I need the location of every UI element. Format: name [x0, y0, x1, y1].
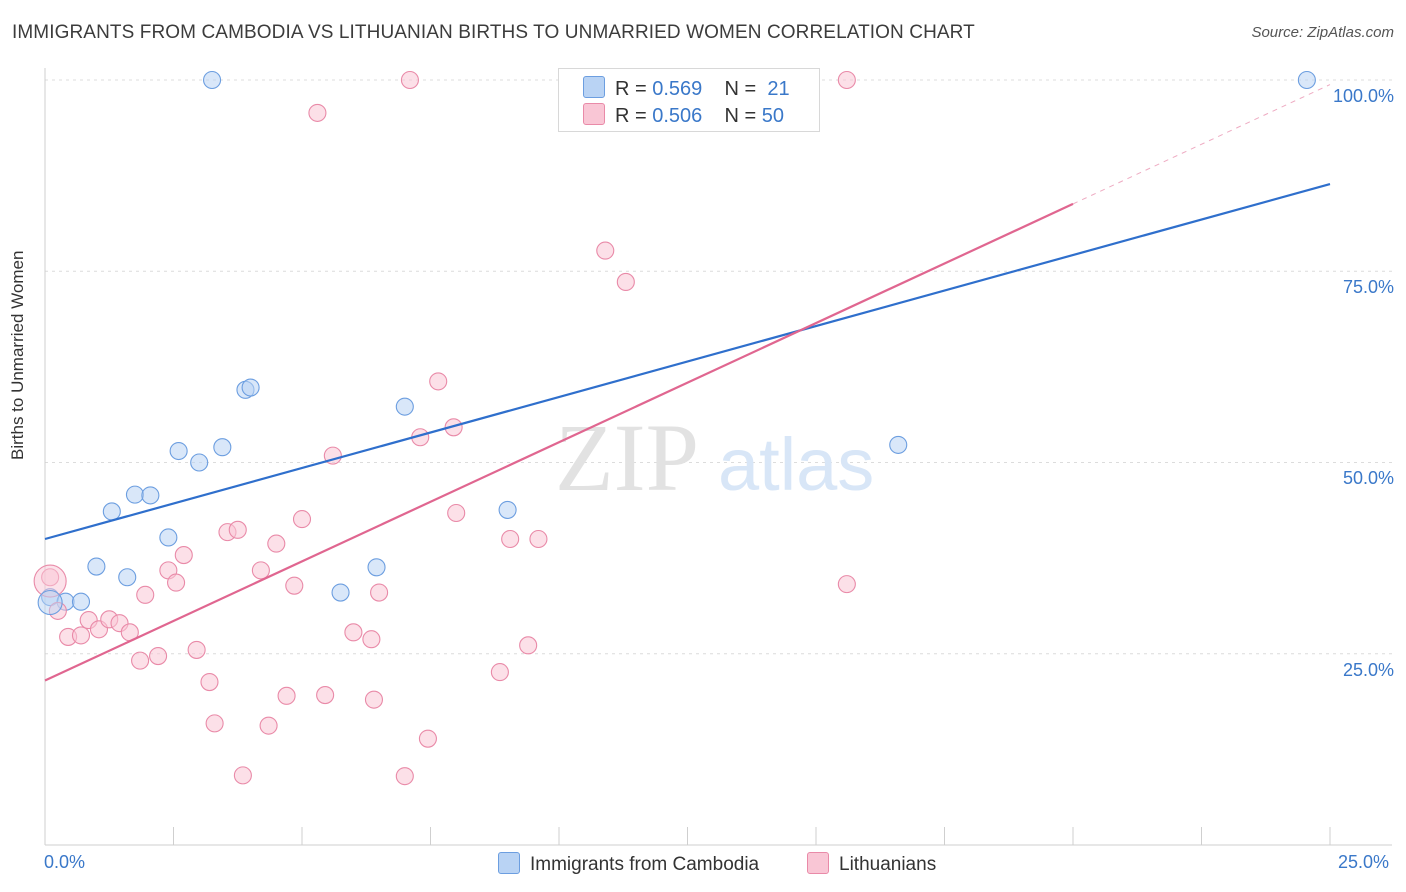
lithuanians-point-42 [501, 529, 520, 549]
y-tick-label-50: 50.0% [1342, 468, 1394, 488]
cambodia-point-large [37, 589, 63, 616]
source-label: Source: ZipAtlas.com [1251, 24, 1394, 41]
lithuanians-point-9 [131, 651, 150, 670]
cambodia-point-5 [118, 568, 137, 587]
lithuanians-point-43 [519, 636, 538, 655]
lithuanians-point-22 [259, 716, 278, 735]
lithuanians-point-41 [490, 663, 509, 682]
cambodia-point-11 [203, 70, 222, 90]
lithuanians-point-44 [529, 529, 548, 549]
cambodia-point-9 [169, 441, 188, 461]
lithuanians-point-15 [187, 640, 206, 659]
cambodia-point-19 [889, 435, 908, 454]
lithuanians-point-31 [364, 690, 384, 709]
legend-n-value-lithuanians: 50 [761, 105, 785, 127]
lithuanians-point-13 [167, 573, 186, 592]
cambodia-point-3 [87, 557, 106, 576]
cambodia-point-7 [141, 486, 160, 505]
lithuanians-point-45 [596, 241, 615, 260]
legend-swatch-cambodia [583, 76, 605, 98]
lithuanians-point-27 [308, 103, 327, 122]
lithuanians-point-20 [233, 766, 252, 785]
lithuanians-point-10 [136, 585, 155, 604]
watermark: ZIP atlas [555, 404, 874, 511]
lithuanians-point-14 [174, 546, 193, 565]
lithuanians-trend-line [44, 202, 1074, 682]
lithuanians-point-35 [400, 70, 419, 90]
bottom-legend-swatch-cambodia [498, 852, 520, 874]
cambodia-point-14 [241, 378, 260, 397]
x-tick-label-0: 0.0% [44, 852, 86, 872]
cambodia-point-10 [190, 453, 209, 472]
cambodia-point-4 [102, 502, 121, 521]
legend-n-label: N = [724, 78, 757, 100]
legend-n-value-cambodia: 21 [767, 78, 790, 100]
lithuanians-point-19 [228, 520, 247, 539]
lithuanians-point-37 [418, 729, 437, 748]
cambodia-point-2 [71, 592, 91, 611]
bottom-legend-lithuanians: Lithuanians [807, 852, 936, 876]
legend-r-value-lithuanians: 0.506 [652, 105, 703, 127]
bottom-legend-swatch-lithuanians [807, 852, 829, 874]
lithuanians-point-24 [277, 686, 296, 705]
bottom-legend-label-lithuanians: Lithuanians [839, 854, 937, 875]
lithuanians-point-11 [149, 646, 168, 666]
x-tick-label-25: 25.0% [1338, 852, 1390, 872]
lithuanians-point-28 [316, 686, 335, 705]
cambodia-point-18 [498, 500, 517, 519]
cambodia-point-8 [159, 528, 178, 547]
lithuanians-point-26 [292, 510, 312, 529]
watermark-atlas: atlas [718, 423, 874, 506]
chart-title: IMMIGRANTS FROM CAMBODIA VS LITHUANIAN B… [12, 22, 975, 43]
lithuanians-point-16 [200, 673, 219, 692]
lithuanians-point-38 [429, 372, 448, 391]
cambodia-point-12 [213, 438, 232, 457]
lithuanians-point-39 [447, 503, 466, 523]
lithuanians-point-23 [267, 534, 286, 553]
y-tick-label-25: 25.0% [1342, 660, 1394, 680]
legend-r-value-cambodia: 0.569 [652, 78, 703, 100]
legend-r-label: R = [615, 78, 647, 100]
y-axis-label: Births to Unmarried Women [8, 250, 27, 460]
lithuanians-point-30 [344, 623, 363, 642]
lithuanians-point-46 [616, 272, 635, 292]
legend-row-cambodia: R = 0.569 N = 21 [583, 76, 790, 101]
lithuanians-point-32 [362, 630, 381, 649]
lithuanians-point-33 [370, 583, 389, 602]
trend-lines [44, 84, 1331, 682]
lithuanians-point-21 [251, 561, 270, 580]
lithuanians-point-3 [71, 626, 91, 645]
lithuanians-trend-extension [1072, 84, 1331, 205]
cambodia-trend-line [44, 182, 1331, 541]
lithuanians-point-17 [205, 714, 224, 733]
y-tick-label-75: 75.0% [1342, 277, 1394, 297]
cambodia-point-6 [125, 485, 144, 504]
y-tick-label-100: 100.0% [1332, 86, 1394, 106]
lithuanians-point-25 [285, 576, 304, 595]
grid-lines [45, 79, 1392, 655]
legend-r-label: R = [615, 105, 647, 127]
legend-n-label: N = [724, 105, 757, 127]
lithuanians-point-40 [444, 418, 463, 437]
cambodia-point-17 [395, 397, 414, 416]
watermark-zip: ZIP [555, 404, 699, 511]
cambodia-point-15 [331, 583, 350, 602]
cambodia-point-20 [1297, 70, 1316, 90]
lithuanians-point-49 [837, 575, 856, 594]
cambodia-point-16 [367, 558, 386, 577]
legend-row-lithuanians: R = 0.506 N = 50 [583, 103, 784, 128]
legend-swatch-lithuanians [583, 103, 605, 125]
lithuanians-point-48 [837, 70, 856, 90]
lithuanians-point-34 [395, 767, 414, 786]
stats-legend: R = 0.569 N = 21 R = 0.506 N = 50 [558, 68, 820, 132]
axes [44, 68, 1392, 846]
bottom-legend-label-cambodia: Immigrants from Cambodia [530, 854, 760, 875]
bottom-legend-cambodia: Immigrants from Cambodia [498, 852, 759, 876]
